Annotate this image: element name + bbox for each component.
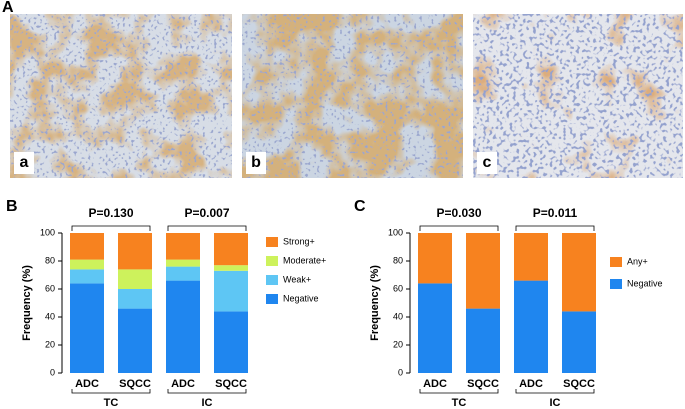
panel-label: B (6, 198, 18, 215)
micrograph: b (242, 14, 463, 178)
legend-swatch (610, 279, 622, 289)
panel-label: C (354, 198, 366, 215)
x-tick-label: SQCC (563, 378, 595, 390)
x-tick-label: ADC (75, 378, 99, 390)
y-tick-label: 40 (393, 311, 403, 321)
x-tick-label: SQCC (215, 378, 247, 390)
y-tick-label: 60 (393, 283, 403, 293)
y-tick-label: 100 (40, 227, 55, 237)
y-tick-label: 40 (45, 311, 55, 321)
p-value: P=0.007 (184, 206, 229, 220)
bar-segment (514, 233, 548, 281)
y-tick-label: 0 (398, 367, 403, 377)
legend-swatch (610, 257, 622, 267)
bar-segment (418, 283, 452, 373)
image-label: c (483, 154, 492, 171)
micrograph: c (473, 14, 683, 178)
bar-segment (214, 311, 248, 373)
image-label: a (20, 154, 29, 171)
group-bracket (71, 389, 151, 394)
bar-segment (166, 233, 200, 260)
bar-segment (118, 269, 152, 289)
bar-segment (70, 233, 104, 260)
legend-label: Any+ (627, 256, 648, 266)
bar-segment (214, 270, 248, 312)
legend-swatch (266, 275, 278, 285)
y-tick-label: 0 (50, 367, 55, 377)
x-tick-label: SQCC (467, 378, 499, 390)
bar-segment (118, 289, 152, 309)
bar-segment (70, 283, 104, 373)
x-tick-label: ADC (519, 378, 543, 390)
x-tick-label: SQCC (119, 378, 151, 390)
bar-segment (418, 233, 452, 284)
p-value: P=0.030 (436, 206, 481, 220)
bar-segment (514, 280, 548, 373)
bar-segment (466, 308, 500, 373)
significance-bracket (167, 225, 247, 231)
legend-swatch (266, 237, 278, 247)
y-tick-label: 20 (393, 339, 403, 349)
y-tick-label: 20 (45, 339, 55, 349)
legend-label: Moderate+ (283, 255, 326, 265)
significance-bracket (515, 225, 595, 231)
p-value: P=0.011 (533, 206, 578, 220)
bar-segment (70, 259, 104, 270)
y-axis-label: Frequency (%) (21, 265, 33, 341)
significance-bracket (71, 225, 151, 231)
legend-label: Weak+ (283, 274, 311, 284)
group-bracket (167, 389, 247, 394)
panel-label: A (2, 0, 14, 16)
legend-label: Negative (627, 278, 663, 288)
legend-swatch (266, 294, 278, 304)
bar-segment (166, 266, 200, 281)
legend-label: Strong+ (283, 236, 315, 246)
micrograph: a (10, 14, 232, 178)
group-bracket (515, 389, 595, 394)
group-label: TC (104, 397, 119, 409)
x-tick-label: ADC (171, 378, 195, 390)
bar-segment (562, 233, 596, 312)
p-value: P=0.130 (88, 206, 133, 220)
bar-segment (70, 269, 104, 284)
bar-segment (118, 233, 152, 270)
y-tick-label: 80 (45, 255, 55, 265)
bar-segment (214, 233, 248, 266)
bar-segment (166, 259, 200, 267)
group-label: IC (202, 397, 213, 409)
bar-segment (466, 233, 500, 309)
bar-segment (214, 265, 248, 271)
group-bracket (419, 389, 499, 394)
y-axis-label: Frequency (%) (369, 265, 381, 341)
x-tick-label: ADC (423, 378, 447, 390)
bar-segment (166, 280, 200, 373)
y-tick-label: 80 (393, 255, 403, 265)
legend-swatch (266, 256, 278, 266)
image-label: b (251, 154, 261, 171)
group-label: IC (550, 397, 561, 409)
legend-label: Negative (283, 293, 319, 303)
significance-bracket (419, 225, 499, 231)
bar-segment (118, 308, 152, 373)
y-tick-label: 60 (45, 283, 55, 293)
bar-segment (562, 311, 596, 373)
group-label: TC (452, 397, 467, 409)
y-tick-label: 100 (388, 227, 403, 237)
